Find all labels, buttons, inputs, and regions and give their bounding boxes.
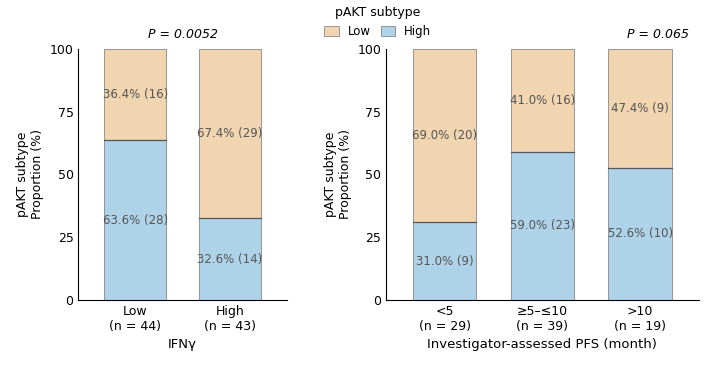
- Bar: [608, 49, 672, 168]
- X-axis label: IFNγ: IFNγ: [168, 338, 198, 351]
- Legend: Low, High: Low, High: [324, 6, 431, 38]
- Text: 41.0% (16): 41.0% (16): [510, 94, 575, 107]
- X-axis label: Investigator-assessed PFS (month): Investigator-assessed PFS (month): [427, 338, 657, 351]
- Y-axis label: pAKT subtype
Proportion (%): pAKT subtype Proportion (%): [324, 129, 352, 219]
- Text: 63.6% (28): 63.6% (28): [103, 214, 168, 226]
- Text: P = 0.0052: P = 0.0052: [148, 28, 217, 41]
- Bar: [413, 222, 476, 300]
- Bar: [511, 49, 574, 152]
- Bar: [199, 49, 261, 218]
- Bar: [511, 152, 574, 300]
- Text: 36.4% (16): 36.4% (16): [103, 88, 168, 101]
- Text: 32.6% (14): 32.6% (14): [198, 252, 262, 266]
- Text: 52.6% (10): 52.6% (10): [607, 227, 672, 240]
- Bar: [105, 49, 166, 140]
- Text: 47.4% (9): 47.4% (9): [611, 102, 669, 115]
- Bar: [608, 168, 672, 300]
- Text: 67.4% (29): 67.4% (29): [198, 127, 263, 140]
- Text: 31.0% (9): 31.0% (9): [416, 255, 473, 267]
- Bar: [105, 140, 166, 300]
- Y-axis label: pAKT subtype
Proportion (%): pAKT subtype Proportion (%): [16, 129, 44, 219]
- Text: P = 0.065: P = 0.065: [627, 28, 689, 41]
- Text: 59.0% (23): 59.0% (23): [510, 219, 575, 232]
- Bar: [413, 49, 476, 222]
- Text: 69.0% (20): 69.0% (20): [412, 129, 477, 142]
- Bar: [199, 218, 261, 300]
